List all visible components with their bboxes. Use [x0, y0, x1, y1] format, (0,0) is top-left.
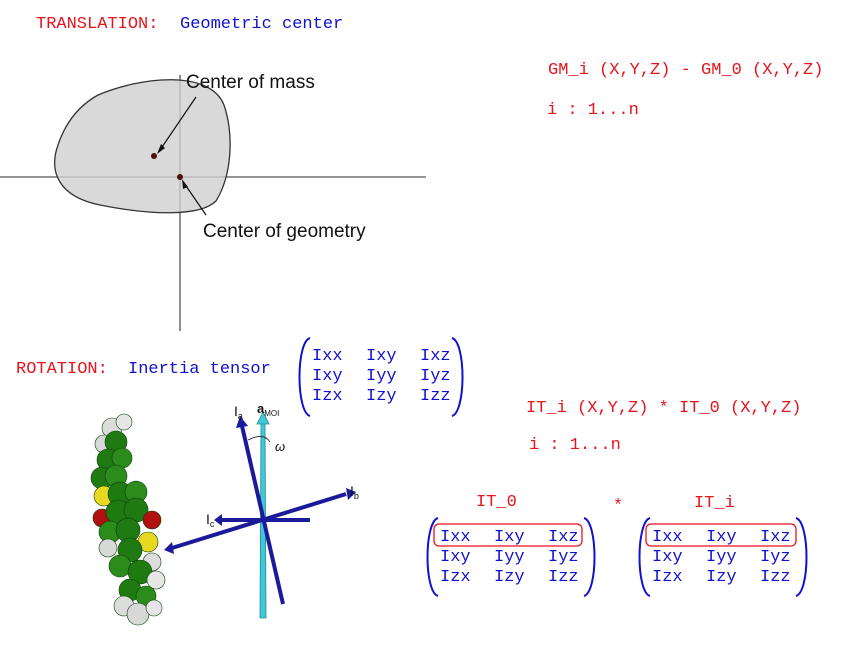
body-shape: [54, 79, 231, 214]
center-of-mass-label: Center of mass: [186, 72, 315, 93]
translation-formula: GM_i (X,Y,Z) - GM_0 (X,Y,Z): [548, 61, 824, 80]
center-of-geometry-dot: [177, 174, 183, 180]
omega-arc: [247, 436, 271, 443]
it0-highlight: [433, 523, 583, 547]
ia-axis: [240, 425, 285, 605]
center-diagram: Center of mass Center of geometry: [0, 72, 426, 331]
rotation-label: ROTATION:: [16, 360, 108, 379]
tensor-matrix: Ixx Ixy Ixz Ixy Iyy Iyz Izx Izy Izz: [312, 347, 451, 406]
principal-axes-diagram: ω Ia aMOI Ib Ic: [164, 401, 359, 619]
it0-matrix: Ixx Ixy Ixz Ixy Iyy Iyz Izx Izy Izz: [440, 528, 579, 587]
ib-label: Ib: [350, 483, 359, 501]
ic-label: Ic: [206, 511, 215, 529]
multiply-star: *: [613, 497, 624, 516]
iti-matrix: Ixx Ixy Ixz Ixy Iyy Iyz Izx Izy Izz: [652, 528, 791, 587]
omega-label: ω: [275, 439, 285, 454]
it0-brackets: [426, 517, 596, 597]
center-of-mass-arrow: [159, 96, 197, 151]
tensor-brackets: [298, 337, 464, 417]
iti-label: IT_i: [694, 494, 735, 513]
molecule-image: [90, 413, 166, 626]
center-of-mass-dot: [151, 153, 157, 159]
center-of-geometry-arrow: [183, 182, 207, 216]
iti-highlight: [645, 523, 797, 547]
translation-label: TRANSLATION:: [36, 15, 159, 34]
rotation-name: Inertia tensor: [128, 360, 271, 379]
rotation-index: i : 1...n: [529, 436, 621, 455]
rotation-formula: IT_i (X,Y,Z) * IT_0 (X,Y,Z): [526, 399, 802, 418]
center-of-geometry-label: Center of geometry: [203, 221, 366, 242]
it0-label: IT_0: [476, 493, 517, 512]
translation-name: Geometric center: [180, 15, 344, 34]
ia-label: Ia: [234, 403, 243, 421]
translation-index: i : 1...n: [547, 101, 639, 120]
amoi-label: aMOI: [257, 401, 279, 418]
iti-brackets: [638, 517, 808, 597]
